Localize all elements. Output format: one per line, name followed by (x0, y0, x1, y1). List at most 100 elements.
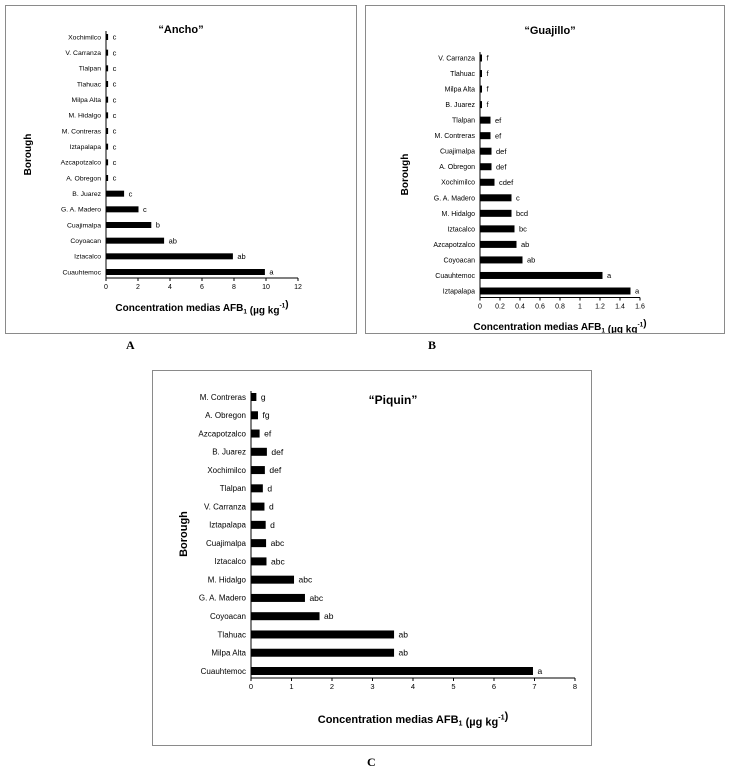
category-label: A. Obregon (66, 175, 101, 182)
bar (480, 116, 491, 124)
significance-letter: d (267, 483, 272, 493)
x-tick-label: 2 (330, 682, 334, 691)
category-label: Iztapalapa (443, 288, 475, 295)
chart-panel-piquin: “Piquin” 0 1 2 3 4 5 6 7 8 M. Contreras g A. Obregon… (152, 370, 592, 746)
significance-letter: f (487, 69, 490, 78)
bar (480, 54, 482, 62)
x-tick-label: 0.2 (495, 304, 505, 311)
bar (106, 175, 109, 181)
category-label: B. Juarez (212, 448, 246, 457)
significance-letter: f (487, 54, 490, 63)
significance-letter: c (113, 33, 117, 42)
category-label: Milpa Alta (72, 97, 102, 104)
significance-letter: bc (519, 224, 527, 233)
category-label: Cuauhtemoc (62, 269, 101, 276)
x-tick-label: 8 (573, 682, 577, 691)
bar (106, 49, 109, 56)
significance-letter: ab (237, 252, 245, 261)
x-tick-label: 0.4 (515, 304, 525, 311)
bar (106, 143, 109, 150)
bar (480, 271, 603, 279)
category-label: Cuauhtemoc (201, 667, 246, 676)
category-label: M. Contreras (200, 393, 246, 402)
bar (480, 147, 492, 155)
bar (480, 287, 631, 295)
category-label: G. A. Madero (434, 195, 475, 202)
significance-letter: c (113, 111, 117, 120)
category-label: Tlalpan (452, 118, 475, 125)
category-label: Cuajimalpa (206, 539, 247, 548)
bar (106, 253, 233, 260)
significance-letter: c (113, 95, 117, 104)
significance-letter: c (113, 64, 117, 73)
x-axis-label: Concentration medias AFB1 (µg kg-1) (473, 319, 646, 334)
bar (480, 70, 482, 78)
x-tick-label: 0.6 (535, 304, 545, 311)
x-tick-label: 1.2 (595, 304, 605, 311)
panel-letter-c: C (367, 755, 376, 769)
significance-letter: a (635, 287, 640, 296)
category-label: A. Obregon (439, 164, 475, 171)
bar (251, 447, 267, 456)
y-axis-label: Borough (23, 134, 34, 176)
category-label: Iztacalco (214, 557, 246, 566)
significance-letter: fg (262, 410, 269, 420)
significance-letter: f (487, 100, 490, 109)
chart-piquin: “Piquin” 0 1 2 3 4 5 6 7 8 M. Contreras g A. Obregon… (178, 391, 577, 729)
bar (480, 132, 491, 140)
bar (106, 65, 109, 72)
category-label: Xochimilco (441, 180, 475, 187)
significance-letter: c (113, 80, 117, 89)
significance-letter: ab (399, 648, 409, 658)
category-label: Tlahuac (218, 630, 246, 639)
significance-letter: ab (521, 240, 529, 249)
panel-letter-a: A (126, 338, 135, 352)
bar (106, 206, 139, 213)
category-label: Xochimilco (207, 466, 246, 475)
bar (106, 34, 109, 40)
panel-letter-b: B (428, 338, 437, 352)
bar (251, 593, 305, 602)
bar (251, 575, 295, 584)
significance-letter: abc (271, 538, 285, 548)
category-label: Xochimilco (68, 34, 101, 41)
category-label: V. Carranza (65, 50, 101, 57)
x-tick-label: 4 (168, 284, 172, 291)
bar (106, 190, 125, 197)
category-label: Azcapotzalco (61, 160, 102, 167)
bar (480, 85, 482, 93)
category-label: M. Hidalgo (442, 211, 476, 218)
x-tick-label: 0 (478, 304, 482, 311)
x-tick-label: 3 (370, 682, 374, 691)
significance-letter: c (113, 158, 117, 167)
significance-letter: g (261, 392, 266, 402)
bar (251, 484, 263, 493)
category-label: Coyoacan (210, 612, 246, 621)
category-label: M. Contreras (435, 133, 476, 140)
x-tick-label: 1 (289, 682, 293, 691)
x-tick-label: 6 (492, 682, 496, 691)
category-label: M. Hidalgo (208, 575, 247, 584)
significance-letter: def (271, 447, 283, 457)
category-label: Azcapotzalco (198, 429, 246, 438)
significance-letter: c (113, 174, 117, 183)
significance-letter: def (496, 147, 507, 156)
bar (251, 466, 265, 475)
bar (480, 178, 495, 186)
x-tick-label: 1.6 (635, 304, 645, 311)
category-label: B. Juarez (445, 102, 475, 109)
bar (106, 237, 165, 244)
category-label: Tlalpan (79, 66, 102, 73)
chart-title: “Piquin” (369, 393, 418, 407)
category-label: Milpa Alta (445, 87, 475, 94)
bar (251, 612, 320, 621)
bar (106, 222, 152, 228)
y-axis-label: Borough (178, 511, 190, 557)
x-tick-label: 2 (136, 284, 140, 291)
category-label: Tlalpan (220, 484, 246, 493)
x-tick-label: 0 (249, 682, 253, 691)
category-label: Cuajimalpa (67, 222, 101, 229)
bar (106, 269, 265, 275)
bar (480, 256, 523, 264)
chart-title: “Guajillo” (524, 25, 575, 37)
